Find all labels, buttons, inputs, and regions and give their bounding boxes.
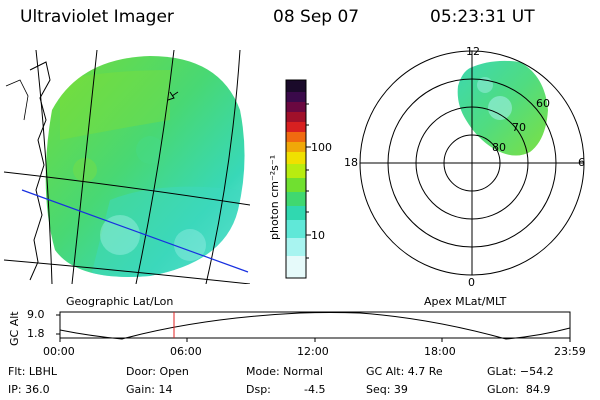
- altitude-ytick-high: 9.0: [27, 308, 45, 321]
- time-tick-2359: 23:59: [554, 345, 586, 358]
- time-label: 05:23:31 UT: [430, 7, 535, 27]
- polar-plot: [359, 50, 585, 276]
- dsp-label: Dsp:: [246, 383, 271, 396]
- colorbar-unit-label: photon cm⁻²s⁻¹: [268, 154, 281, 240]
- coastline: [29, 61, 51, 281]
- ip-status: IP: 36.0: [8, 383, 50, 396]
- subsatellite-marker: [167, 91, 179, 101]
- dsp-value: -4.5: [304, 383, 326, 396]
- mlt-label-18: 18: [344, 156, 358, 169]
- instrument-title: Ultraviolet Imager: [20, 7, 174, 27]
- mlat-label-60: 60: [536, 97, 550, 110]
- mlt-label-12: 12: [466, 45, 480, 58]
- altitude-curve: [59, 312, 571, 340]
- glon-status: GLon: 84.9: [487, 383, 551, 396]
- glat-status: GLat: −54.2: [487, 365, 554, 378]
- time-tick-1200: 12:00: [297, 345, 329, 358]
- door-status: Door: Open: [126, 365, 189, 378]
- gain-status: Gain: 14: [126, 383, 173, 396]
- emission-speckle: [60, 70, 240, 277]
- date-label: 08 Sep 07: [273, 7, 360, 27]
- time-tick-1800: 18:00: [424, 345, 456, 358]
- color-bar: [285, 79, 311, 279]
- colorbar-tick-10: 10: [311, 229, 325, 242]
- geo-panel-caption: Geographic Lat/Lon: [66, 295, 174, 308]
- mlt-label-0: 0: [468, 276, 475, 289]
- longitude-lines: [35, 49, 241, 284]
- geographic-image-panel: [3, 49, 250, 284]
- altitude-ylabel: GC Alt: [8, 311, 21, 346]
- mode-status: Mode: Normal: [246, 365, 323, 378]
- filter-status: Flt: LBHL: [8, 365, 57, 378]
- mlat-label-70: 70: [512, 121, 526, 134]
- polar-panel-caption: Apex MLat/MLT: [424, 295, 507, 308]
- mlat-label-80: 80: [492, 141, 506, 154]
- terminator-line: [21, 189, 249, 273]
- seq-status: Seq: 39: [366, 383, 408, 396]
- colorbar-tick-100: 100: [311, 141, 332, 154]
- altitude-ytick-low: 1.8: [27, 327, 45, 340]
- altitude-plot: [56, 311, 571, 342]
- time-tick-0000: 00:00: [43, 345, 75, 358]
- latitude-lines: [3, 171, 250, 284]
- time-tick-0600: 06:00: [170, 345, 202, 358]
- mlt-label-6: 6: [578, 156, 585, 169]
- gc-alt-status: GC Alt: 4.7 Re: [366, 365, 443, 378]
